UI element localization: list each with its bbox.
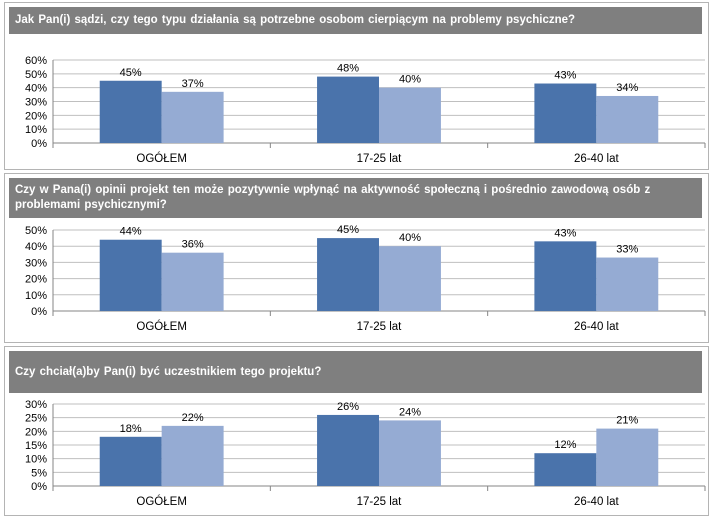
bar — [596, 257, 659, 311]
chart-title: Jak Pan(i) sądzi, czy tego typu działani… — [9, 7, 702, 34]
x-tick-label: 26-40 lat — [574, 321, 620, 333]
y-tick-label: 0% — [31, 138, 47, 150]
y-tick-label: 0% — [31, 306, 47, 318]
chart-title: Czy chciał(a)by Pan(i) być uczestnikiem … — [9, 351, 702, 393]
bar — [317, 238, 379, 311]
y-tick-label: 10% — [25, 290, 47, 302]
bar-chart-1: 0% 10% 20%30% 40% 50% 60% 45% 37% OGÓŁEM 48% 40% 17… — [25, 55, 706, 165]
chart-panel-2: Czy w Pana(i) opinii projekt ten może po… — [4, 173, 709, 343]
data-label: 43% — [554, 227, 576, 239]
bar — [534, 241, 597, 311]
y-tick-label: 30% — [25, 97, 47, 109]
y-tick-label: 0% — [31, 481, 47, 493]
x-tick-label: 17-25 lat — [357, 153, 403, 165]
y-tick-label: 40% — [25, 241, 47, 253]
x-tick-label: 17-25 lat — [357, 496, 403, 508]
y-tick-label: 10% — [25, 124, 47, 136]
y-tick-label: 20% — [25, 110, 47, 122]
chart-panel-1: Jak Pan(i) sądzi, czy tego typu działani… — [4, 2, 709, 170]
bar — [99, 436, 162, 486]
data-label: 33% — [616, 244, 638, 256]
data-label: 44% — [120, 226, 142, 238]
x-tick-label: OGÓŁEM — [136, 495, 186, 508]
x-tick-label: 17-25 lat — [357, 321, 403, 333]
y-tick-label: 15% — [25, 440, 47, 452]
data-label: 40% — [399, 232, 421, 244]
data-label: 22% — [182, 412, 204, 424]
y-tick-label: 60% — [25, 55, 47, 67]
data-label: 45% — [337, 224, 359, 236]
y-tick-label: 5% — [31, 467, 47, 479]
bar — [161, 91, 224, 143]
y-tick-label: 10% — [25, 454, 47, 466]
bar — [317, 76, 379, 143]
bar — [534, 83, 597, 143]
y-tick-label: 25% — [25, 413, 47, 425]
data-label: 12% — [554, 439, 576, 451]
bar — [379, 246, 441, 311]
data-label: 48% — [337, 63, 359, 75]
bar — [379, 87, 441, 143]
data-label: 40% — [399, 74, 421, 86]
x-tick-label: 26-40 lat — [574, 496, 620, 508]
bar — [161, 425, 224, 486]
chart-panel-3: Czy chciał(a)by Pan(i) być uczestnikiem … — [4, 346, 709, 516]
data-label: 34% — [616, 82, 638, 94]
y-tick-label: 40% — [25, 83, 47, 95]
y-tick-label: 30% — [25, 399, 47, 411]
data-label: 43% — [554, 70, 576, 82]
y-tick-label: 20% — [25, 426, 47, 438]
bar — [534, 453, 597, 486]
x-tick-label: OGÓŁEM — [136, 320, 186, 333]
y-tick-label: 30% — [25, 257, 47, 269]
chart-title: Czy w Pana(i) opinii projekt ten może po… — [9, 178, 702, 218]
bar-chart-3: 0% 5%10% 15% 20%25% 30% 18% 22% OGÓŁEM 26% 24% 17-… — [25, 399, 706, 508]
data-label: 26% — [337, 401, 359, 413]
data-label: 45% — [120, 67, 142, 79]
y-tick-label: 50% — [25, 69, 47, 81]
x-tick-label: 26-40 lat — [574, 153, 620, 165]
data-label: 36% — [182, 239, 204, 251]
bar — [596, 95, 659, 143]
y-tick-label: 50% — [25, 225, 47, 237]
bar-chart-2: 0% 10% 20% 30% 40% 50% 44% 36% OGÓŁEM 45% 40% 17-25… — [25, 224, 706, 333]
bar — [161, 252, 224, 311]
data-label: 18% — [120, 423, 142, 435]
bar — [99, 239, 162, 311]
data-label: 37% — [182, 78, 204, 90]
bar — [596, 428, 659, 486]
y-tick-label: 20% — [25, 274, 47, 286]
bar — [99, 80, 162, 143]
x-tick-label: OGÓŁEM — [136, 152, 186, 165]
data-label: 21% — [616, 415, 638, 427]
bar — [379, 420, 441, 486]
bar — [317, 414, 379, 486]
data-label: 24% — [399, 406, 421, 418]
